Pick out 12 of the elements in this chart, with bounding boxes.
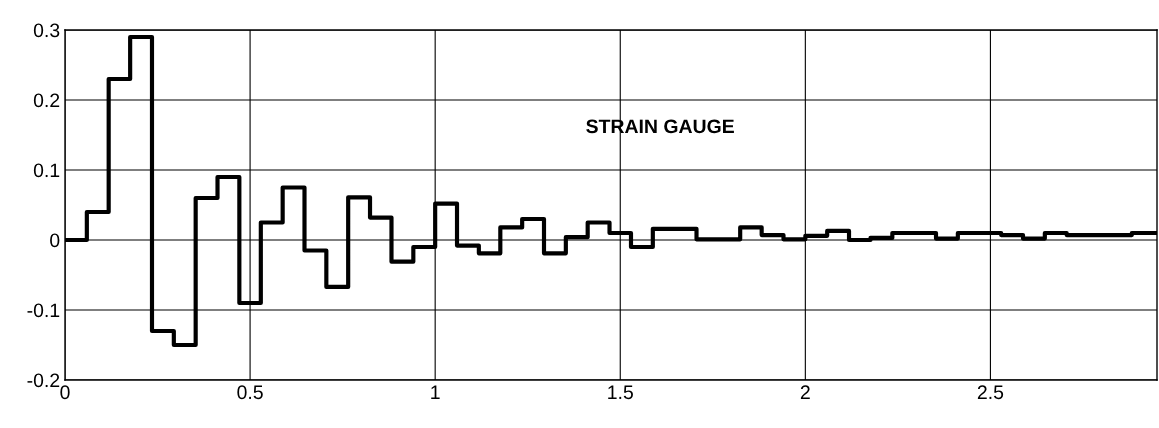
x-tick-label: 1.5: [608, 385, 633, 400]
y-tick-label: 0: [50, 233, 60, 248]
x-tick-label: 0.5: [237, 385, 263, 400]
x-tick-label: 1: [431, 385, 440, 399]
x-tick-label: 2: [800, 385, 810, 399]
x-tick-label: 2.5: [977, 385, 1004, 400]
y-tick-label: 0.1: [33, 163, 60, 178]
y-tick-label: -0.1: [27, 303, 60, 318]
y-tick-label: 0.3: [33, 23, 60, 38]
y-tick-label: 0.2: [33, 93, 60, 108]
x-tick-label: 0: [60, 385, 70, 400]
y-tick-label: -0.2: [27, 373, 60, 388]
